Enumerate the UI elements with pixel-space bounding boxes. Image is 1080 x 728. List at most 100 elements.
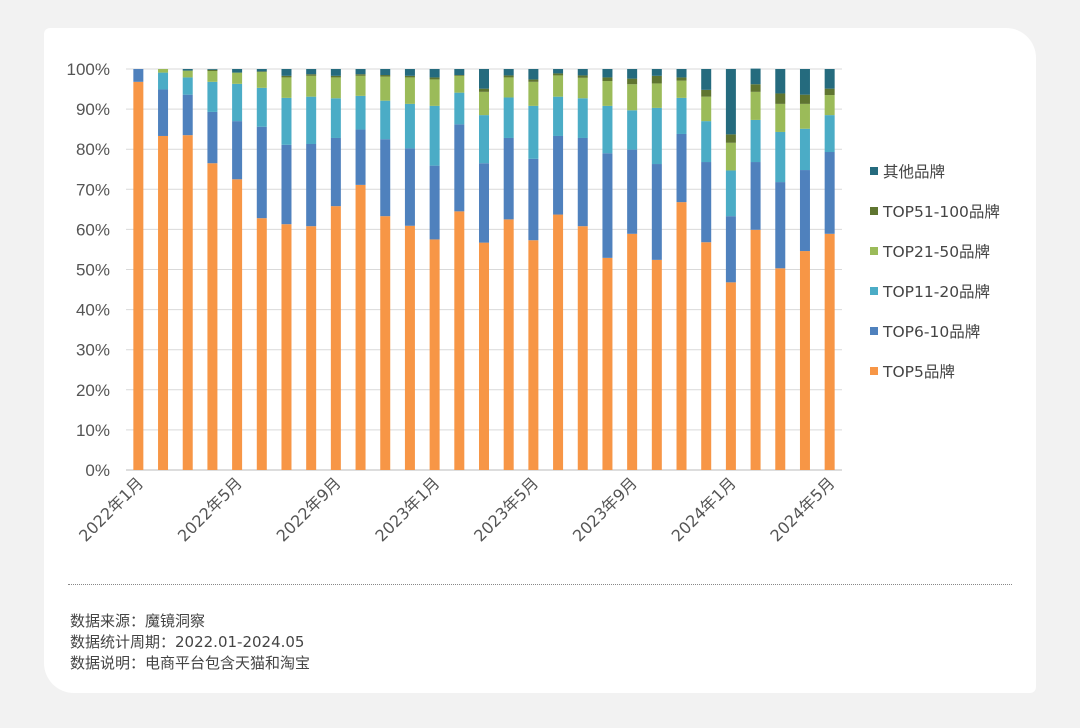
bar-segment xyxy=(503,75,514,78)
bar-segment xyxy=(553,73,564,76)
bar-segment xyxy=(602,69,613,78)
bar-segment xyxy=(306,96,317,144)
bar-segment xyxy=(355,184,366,470)
x-tick-label: 2023年5月 xyxy=(470,473,542,545)
legend-label: TOP51-100品牌 xyxy=(882,203,1000,221)
bar-segment xyxy=(799,103,810,129)
bar-segment xyxy=(330,69,341,76)
bar-segment xyxy=(775,131,786,183)
bar-segment xyxy=(158,72,169,90)
bar-segment xyxy=(602,77,613,82)
bar-segment xyxy=(330,75,341,78)
bar-segment xyxy=(380,216,391,470)
bar-segment xyxy=(429,105,440,166)
bar-segment xyxy=(281,77,292,98)
bar-segment xyxy=(528,69,539,80)
bar-segment xyxy=(528,158,539,241)
bar-segment xyxy=(207,69,218,72)
y-tick-label: 60% xyxy=(76,220,110,239)
bar-segment xyxy=(281,224,292,470)
bar-segment xyxy=(676,69,687,78)
bar-segment xyxy=(429,69,440,78)
y-tick-label: 70% xyxy=(76,180,110,199)
bar-segment xyxy=(133,81,144,470)
bar-segment xyxy=(454,75,465,76)
bar-segment xyxy=(701,162,712,243)
bar-segment xyxy=(281,144,292,225)
y-tick-label: 100% xyxy=(67,60,110,79)
bar-segment xyxy=(404,75,415,78)
bar-segment xyxy=(627,69,638,79)
source-note: 数据来源：魔镜洞察 xyxy=(70,612,206,630)
bar-segment xyxy=(429,165,440,240)
legend-label: TOP21-50品牌 xyxy=(882,243,990,261)
bar-segment xyxy=(479,88,489,92)
bar-segment xyxy=(725,216,736,283)
bar-segment xyxy=(479,163,489,243)
bar-segment xyxy=(602,257,613,470)
bar-segment xyxy=(676,77,687,81)
bar-segment xyxy=(306,226,317,470)
bar-segment xyxy=(330,206,341,470)
bar-segment xyxy=(232,121,243,180)
bar-segment xyxy=(355,95,366,130)
bar-segment xyxy=(799,94,810,104)
y-tick-label: 10% xyxy=(76,421,110,440)
bar-segment xyxy=(750,162,761,230)
bar-segment xyxy=(306,74,317,76)
bar-segment xyxy=(725,134,736,143)
bar-segment xyxy=(355,75,366,96)
bar-segment xyxy=(676,133,687,203)
bar-segment xyxy=(602,81,613,106)
period-note: 数据统计周期：2022.01-2024.05 xyxy=(70,633,305,651)
bar-segment xyxy=(380,75,391,77)
bar-segment xyxy=(404,225,415,470)
bar-segment xyxy=(824,233,835,470)
bar-segment xyxy=(651,69,662,76)
bar-segment xyxy=(207,111,218,164)
y-tick-label: 90% xyxy=(76,100,110,119)
bar-segment xyxy=(404,77,415,104)
bar-segment xyxy=(701,69,712,90)
bar-segment xyxy=(553,214,564,470)
bar-segment xyxy=(701,96,712,122)
bar-segment xyxy=(627,84,638,111)
bar-segment xyxy=(775,182,786,269)
bar-segment xyxy=(454,211,465,471)
bar-segment xyxy=(479,242,489,470)
bar-segment xyxy=(158,89,169,136)
bar-segment xyxy=(306,75,317,97)
bar-segment xyxy=(577,77,588,99)
bar-segment xyxy=(232,83,243,122)
bar-segment xyxy=(528,81,539,106)
bar-segment xyxy=(676,202,687,470)
bar-segment xyxy=(454,69,465,76)
bar-segment xyxy=(207,69,218,70)
bar-segment xyxy=(232,72,243,84)
bar-segment xyxy=(479,69,489,89)
bar-segment xyxy=(775,69,786,94)
bar-segment xyxy=(380,76,391,101)
bar-segment xyxy=(281,97,292,145)
bar-segment xyxy=(725,142,736,171)
bar-segment xyxy=(651,164,662,260)
bar-segment xyxy=(256,87,267,127)
x-tick-label: 2024年1月 xyxy=(668,473,740,545)
bar-segment xyxy=(404,103,415,149)
bar-segment xyxy=(577,137,588,227)
bar-segment xyxy=(627,233,638,470)
bar-segment xyxy=(232,69,243,73)
bar-segment xyxy=(182,69,193,71)
bar-segment xyxy=(799,128,810,171)
bar-segment xyxy=(232,179,243,470)
bar-segment xyxy=(553,75,564,97)
y-tick-label: 20% xyxy=(76,381,110,400)
bar-segment xyxy=(330,77,341,99)
bar-segment xyxy=(380,139,391,217)
bar-segment xyxy=(553,135,564,215)
bar-segment xyxy=(207,71,218,82)
bar-segment xyxy=(651,75,662,84)
bar-segment xyxy=(158,135,169,471)
bar-segment xyxy=(824,152,835,234)
bar-segment xyxy=(602,105,613,154)
